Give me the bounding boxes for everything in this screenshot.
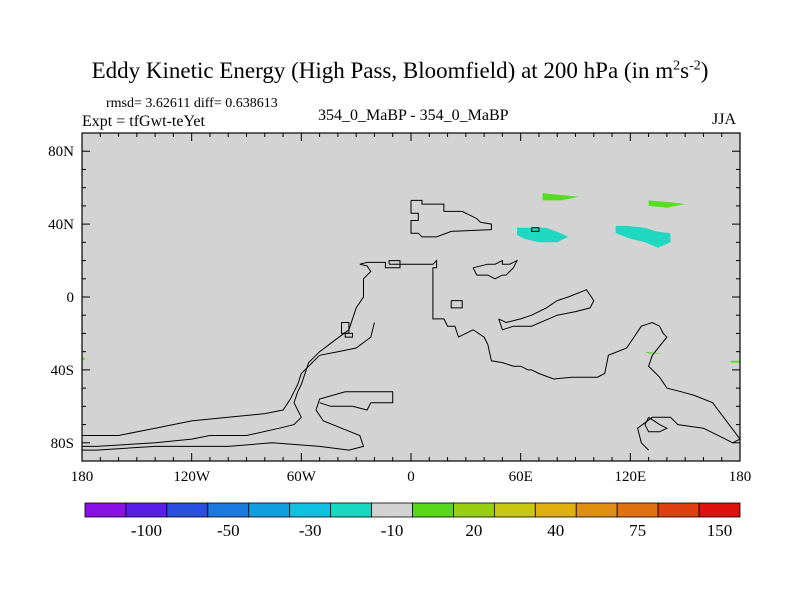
coast-mid-ridge [498,289,595,331]
x-tick-label: 180 [71,469,94,485]
colorbar-box [289,502,332,518]
west-edge-anomaly [82,357,86,361]
chart-title: Eddy Kinetic Energy (High Pass, Bloomfie… [0,58,800,84]
indian-ocean-anomaly [645,351,667,354]
east-asia-anomaly [615,225,671,248]
title-sup-1: 2 [673,58,681,74]
x-tick-label: 0 [407,469,415,485]
title-main: Eddy Kinetic Energy (High Pass, Bloomfie… [91,58,674,83]
y-tick-label: 40S [51,363,74,379]
colorbar-box [125,502,168,518]
coast-north-land [410,199,492,238]
y-tick-label: 40N [48,217,74,233]
colorbar-label: 20 [465,521,482,540]
coast-south-middle [82,391,394,451]
title-sup-2: -2 [689,58,701,74]
colorbar-box [84,502,127,518]
colorbar-box [371,502,413,518]
colorbar-box [616,502,659,518]
colorbar-label: 75 [629,521,646,540]
coast-south-inner [82,263,372,447]
colorbar-label: -10 [381,521,404,540]
title-close: ) [700,58,709,83]
colorbar-box [453,502,495,518]
x-tick-label: 60E [509,469,533,485]
colorbar-label: -100 [131,521,162,540]
coast-island-f [644,416,669,433]
y-tick-label: 0 [67,290,75,306]
y-tick-label: 80S [51,436,74,452]
colorbar-label: -30 [299,521,322,540]
colorbar-box [657,502,700,518]
colorbar-box [330,502,372,518]
coast-southern-tongue [82,322,375,436]
colorbar-box [248,502,291,518]
coast-island-c [450,300,463,309]
coast-island-e [531,227,540,232]
colorbar-label: 40 [547,521,564,540]
x-tick-label: 60W [287,469,317,485]
x-tick-label: 180 [729,469,752,485]
season-label: JJA [712,111,737,128]
colorbar-box [575,502,618,518]
coast-main-continent [359,259,740,451]
stats-label: rmsd= 3.62611 diff= 0.638613 [106,96,278,111]
colorbar-label: 150 [707,521,733,540]
colorbar-box [698,502,741,518]
east-edge-anomaly [730,360,740,363]
colorbar-box [412,502,454,518]
y-tick-label: 80N [48,144,74,160]
colorbar-label: -50 [217,521,240,540]
north-asia-anomaly-east [648,200,686,208]
x-tick-label: 120W [173,469,211,485]
colorbar-box [207,502,250,518]
colorbar-box [534,502,577,518]
central-asia-anomaly [517,227,569,243]
center-label: 354_0_MaBP - 354_0_MaBP [318,107,509,124]
coast-island-b [344,332,353,338]
plot-background [82,133,740,461]
x-tick-label: 120E [614,469,646,485]
coast-east-block [472,259,519,280]
colorbar-box [493,502,536,518]
north-asia-anomaly-west [542,193,580,201]
expt-label: Expt = tfGwt-teYet [82,113,205,130]
title-mid: s [680,58,690,83]
coast-island-d [388,260,401,265]
colorbar-box [166,502,209,518]
